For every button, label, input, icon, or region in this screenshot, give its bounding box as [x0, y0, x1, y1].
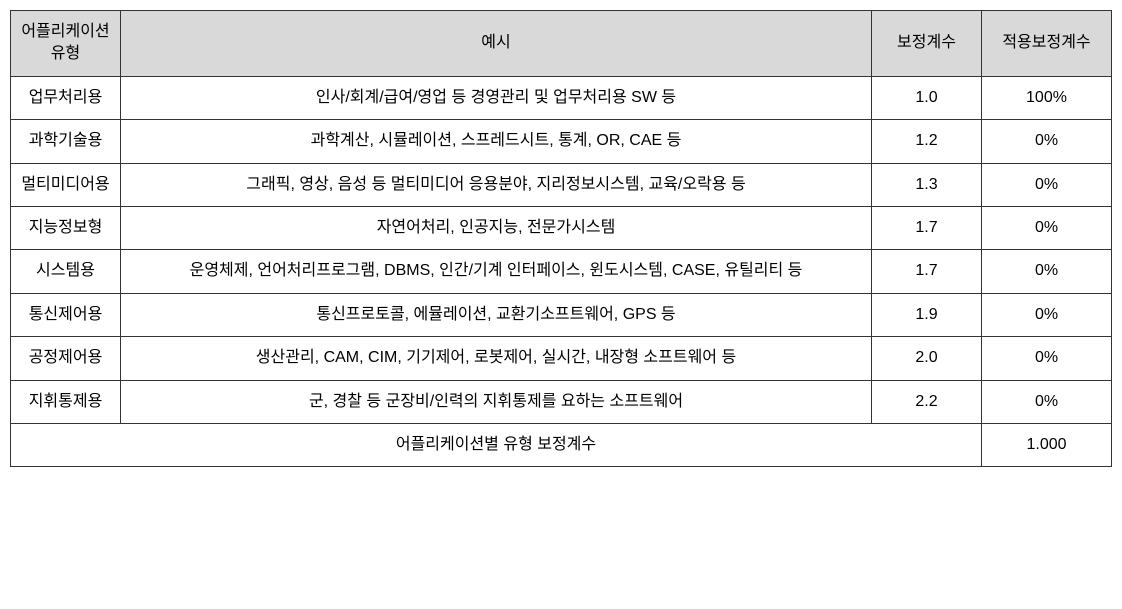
- cell-app-type: 멀티미디어용: [11, 163, 121, 206]
- table-row: 시스템용 운영체제, 언어처리프로그램, DBMS, 인간/기계 인터페이스, …: [11, 250, 1112, 293]
- footer-label: 어플리케이션별 유형 보정계수: [11, 423, 982, 466]
- cell-applied-coef: 0%: [982, 120, 1112, 163]
- cell-applied-coef: 0%: [982, 163, 1112, 206]
- cell-example: 그래픽, 영상, 음성 등 멀티미디어 응용분야, 지리정보시스템, 교육/오락…: [121, 163, 872, 206]
- cell-app-type: 과학기술용: [11, 120, 121, 163]
- header-example: 예시: [121, 11, 872, 77]
- table-row: 업무처리용 인사/회계/급여/영업 등 경영관리 및 업무처리용 SW 등 1.…: [11, 76, 1112, 119]
- header-app-type: 어플리케이션 유형: [11, 11, 121, 77]
- cell-applied-coef: 0%: [982, 250, 1112, 293]
- cell-app-type: 시스템용: [11, 250, 121, 293]
- table-row: 공정제어용 생산관리, CAM, CIM, 기기제어, 로봇제어, 실시간, 내…: [11, 337, 1112, 380]
- header-coef: 보정계수: [872, 11, 982, 77]
- cell-applied-coef: 0%: [982, 206, 1112, 249]
- cell-coef: 1.0: [872, 76, 982, 119]
- cell-app-type: 통신제어용: [11, 293, 121, 336]
- cell-app-type: 지능정보형: [11, 206, 121, 249]
- cell-applied-coef: 0%: [982, 293, 1112, 336]
- cell-example: 자연어처리, 인공지능, 전문가시스템: [121, 206, 872, 249]
- cell-coef: 1.3: [872, 163, 982, 206]
- cell-coef: 1.2: [872, 120, 982, 163]
- cell-applied-coef: 0%: [982, 380, 1112, 423]
- table-row: 멀티미디어용 그래픽, 영상, 음성 등 멀티미디어 응용분야, 지리정보시스템…: [11, 163, 1112, 206]
- cell-example: 과학계산, 시뮬레이션, 스프레드시트, 통계, OR, CAE 등: [121, 120, 872, 163]
- table-footer-row: 어플리케이션별 유형 보정계수 1.000: [11, 423, 1112, 466]
- cell-example: 인사/회계/급여/영업 등 경영관리 및 업무처리용 SW 등: [121, 76, 872, 119]
- cell-example: 군, 경찰 등 군장비/인력의 지휘통제를 요하는 소프트웨어: [121, 380, 872, 423]
- cell-example: 통신프로토콜, 에뮬레이션, 교환기소프트웨어, GPS 등: [121, 293, 872, 336]
- cell-coef: 1.7: [872, 250, 982, 293]
- table-row: 지능정보형 자연어처리, 인공지능, 전문가시스템 1.7 0%: [11, 206, 1112, 249]
- cell-app-type: 공정제어용: [11, 337, 121, 380]
- header-applied-coef: 적용보정계수: [982, 11, 1112, 77]
- cell-coef: 2.0: [872, 337, 982, 380]
- cell-app-type: 지휘통제용: [11, 380, 121, 423]
- application-type-table-container: 어플리케이션 유형 예시 보정계수 적용보정계수 업무처리용 인사/회계/급여/…: [10, 10, 1112, 467]
- cell-example: 운영체제, 언어처리프로그램, DBMS, 인간/기계 인터페이스, 윈도시스템…: [121, 250, 872, 293]
- table-row: 과학기술용 과학계산, 시뮬레이션, 스프레드시트, 통계, OR, CAE 등…: [11, 120, 1112, 163]
- cell-example: 생산관리, CAM, CIM, 기기제어, 로봇제어, 실시간, 내장형 소프트…: [121, 337, 872, 380]
- cell-coef: 1.9: [872, 293, 982, 336]
- cell-applied-coef: 100%: [982, 76, 1112, 119]
- table-row: 지휘통제용 군, 경찰 등 군장비/인력의 지휘통제를 요하는 소프트웨어 2.…: [11, 380, 1112, 423]
- cell-coef: 2.2: [872, 380, 982, 423]
- table-header-row: 어플리케이션 유형 예시 보정계수 적용보정계수: [11, 11, 1112, 77]
- cell-applied-coef: 0%: [982, 337, 1112, 380]
- table-row: 통신제어용 통신프로토콜, 에뮬레이션, 교환기소프트웨어, GPS 등 1.9…: [11, 293, 1112, 336]
- application-type-table: 어플리케이션 유형 예시 보정계수 적용보정계수 업무처리용 인사/회계/급여/…: [10, 10, 1112, 467]
- table-header: 어플리케이션 유형 예시 보정계수 적용보정계수: [11, 11, 1112, 77]
- cell-coef: 1.7: [872, 206, 982, 249]
- cell-app-type: 업무처리용: [11, 76, 121, 119]
- footer-value: 1.000: [982, 423, 1112, 466]
- table-body: 업무처리용 인사/회계/급여/영업 등 경영관리 및 업무처리용 SW 등 1.…: [11, 76, 1112, 467]
